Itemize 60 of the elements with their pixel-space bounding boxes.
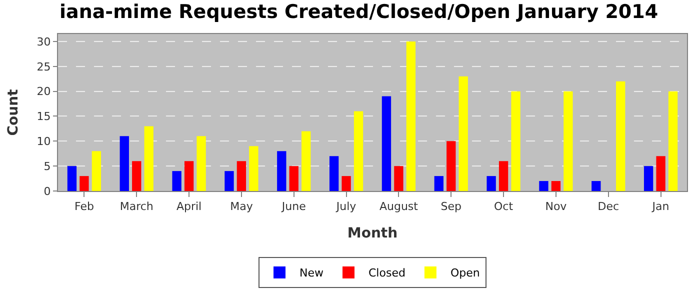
y-tick-label: 15: [36, 110, 51, 124]
x-axis-title: Month: [347, 226, 398, 242]
bar: [458, 76, 468, 191]
y-tick-label: 25: [36, 60, 51, 74]
x-tick-label: Nov: [545, 200, 568, 214]
legend-label: New: [300, 266, 324, 280]
bar: [656, 156, 666, 191]
y-tick-label: 30: [36, 35, 51, 48]
x-tick-label: Dec: [598, 200, 620, 214]
bar: [511, 91, 520, 191]
bar: [616, 81, 626, 191]
bar: [382, 96, 392, 191]
bar: [329, 156, 339, 191]
x-tick-label: May: [230, 200, 254, 214]
bar: [67, 166, 77, 191]
x-tick-label: April: [176, 200, 202, 214]
bar: [132, 161, 142, 191]
x-tick-label: June: [280, 200, 306, 214]
bar: [644, 166, 654, 191]
bar: [184, 161, 194, 191]
bar: [196, 136, 206, 191]
x-tick-label: Sep: [440, 200, 462, 214]
bar: [498, 161, 508, 191]
x-tick-label: August: [379, 200, 419, 214]
bar: [120, 136, 129, 191]
bar: [446, 141, 456, 191]
bar: [592, 181, 601, 191]
x-tick-label: Feb: [74, 200, 94, 214]
bar: [668, 91, 678, 191]
bar: [249, 146, 258, 191]
y-tick-label: 0: [44, 184, 51, 198]
bar: [564, 91, 573, 191]
bar: [539, 181, 548, 191]
bar: [406, 41, 416, 191]
x-tick-label: Oct: [494, 200, 514, 214]
bar: [434, 176, 444, 191]
bar: [302, 131, 311, 191]
y-tick-label: 10: [36, 135, 51, 148]
x-tick-label: July: [335, 200, 357, 214]
y-tick-label: 5: [44, 160, 51, 173]
bar: [289, 166, 298, 191]
bar: [277, 151, 286, 191]
y-tick-label: 20: [36, 85, 51, 98]
y-axis-title: Count: [5, 88, 22, 136]
legend-label: Closed: [368, 266, 406, 280]
bar: [394, 166, 404, 191]
legend-label: Open: [450, 266, 480, 280]
bar: [172, 171, 182, 191]
bar: [236, 161, 246, 191]
x-tick-label: March: [120, 200, 154, 214]
bar: [354, 111, 364, 191]
bar: [342, 176, 351, 191]
bar: [92, 151, 102, 191]
bar: [224, 171, 234, 191]
chart-title: iana-mime Requests Created/Closed/Open January 2014: [60, 0, 658, 23]
bar: [144, 126, 154, 191]
bar: [80, 176, 89, 191]
bar: [486, 176, 496, 191]
x-tick-label: Jan: [651, 200, 670, 214]
bar: [551, 181, 561, 191]
